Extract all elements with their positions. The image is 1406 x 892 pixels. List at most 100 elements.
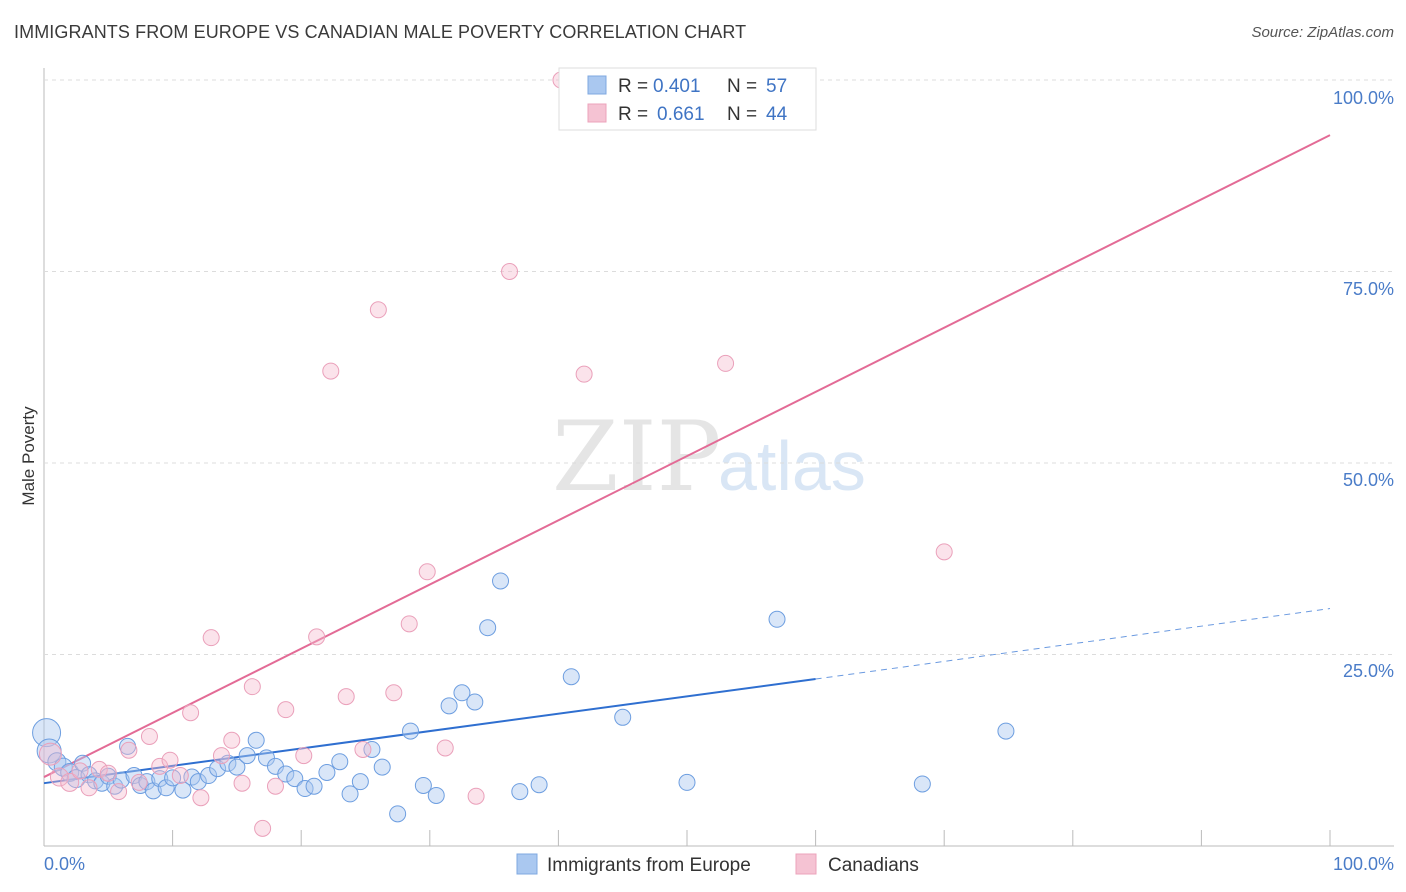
watermark-zip: ZIP [552, 401, 721, 513]
point-europe-54 [614, 708, 632, 726]
point-europe-33 [286, 770, 304, 788]
watermark-atlas: atlas [718, 427, 866, 505]
point-canadians-34 [467, 787, 485, 805]
data-points [32, 71, 1015, 837]
point-canadians-16 [202, 629, 220, 647]
trend-line-europe [43, 678, 816, 785]
point-europe-7 [80, 766, 98, 784]
chart-title: IMMIGRANTS FROM EUROPE VS CANADIAN MALE … [14, 22, 747, 42]
point-canadians-13 [171, 767, 189, 785]
bottom-legend: Immigrants from Europe Canadians [516, 853, 919, 876]
point-europe-21 [174, 781, 192, 799]
legend-n-label-2: N = [727, 104, 757, 125]
point-europe-48 [466, 693, 484, 711]
point-europe-40 [363, 740, 381, 758]
bottom-legend-swatch-blue [516, 853, 538, 875]
legend-r-value-1: 0.401 [653, 76, 701, 97]
legend-r-label-2: R = [618, 104, 648, 125]
point-canadians-18 [223, 731, 241, 749]
point-europe-29 [247, 731, 265, 749]
point-europe-35 [305, 777, 323, 795]
point-europe-41 [373, 758, 391, 776]
point-canadians-14 [182, 704, 200, 722]
legend-n-label-1: N = [727, 76, 757, 97]
point-canadians-33 [436, 739, 454, 757]
point-canadians-30 [385, 684, 403, 702]
point-canadians-6 [99, 764, 117, 782]
point-canadians-17 [212, 747, 230, 765]
point-europe-45 [427, 786, 445, 804]
point-europe-25 [209, 760, 227, 778]
y-tick-label-100: 100.0% [1333, 88, 1394, 108]
point-canadians-2 [60, 772, 80, 792]
x-tick-label-0: 0.0% [44, 854, 85, 874]
point-canadians-9 [130, 773, 148, 791]
point-canadians-4 [80, 779, 98, 797]
source-label: Source: ZipAtlas.com [1251, 24, 1394, 41]
point-canadians-5 [90, 760, 108, 778]
y-tick-label-75: 75.0% [1343, 279, 1394, 299]
point-canadians-31 [400, 615, 418, 633]
point-canadians-19 [233, 774, 251, 792]
point-europe-51 [511, 783, 529, 801]
point-canadians-22 [266, 777, 284, 795]
bottom-legend-label-europe: Immigrants from Europe [547, 855, 751, 876]
point-canadians-26 [322, 362, 340, 380]
legend-n-value-2: 44 [766, 104, 788, 125]
point-europe-37 [331, 753, 349, 771]
point-canadians-23 [277, 701, 295, 719]
point-europe-58 [997, 722, 1015, 740]
point-canadians-28 [354, 740, 372, 758]
point-canadians-3 [71, 762, 89, 780]
point-canadians-24 [295, 747, 313, 765]
point-europe-53 [562, 668, 580, 686]
legend-box: R = 0.401 N = 57 R = 0.661 N = 44 [558, 67, 817, 131]
y-tick-label-50: 50.0% [1343, 470, 1394, 490]
point-europe-56 [768, 610, 786, 628]
point-europe-32 [277, 765, 295, 783]
point-europe-46 [440, 697, 458, 715]
point-europe-52 [530, 776, 548, 794]
point-canadians-11 [151, 757, 169, 775]
y-axis-label: Male Poverty [19, 406, 38, 506]
y-tick-label-25: 25.0% [1343, 661, 1394, 681]
legend-r-label-1: R = [618, 76, 648, 97]
point-europe-55 [678, 773, 696, 791]
trend-line-canadians [43, 134, 1331, 778]
trend-line-europe-extension [815, 608, 1331, 680]
point-europe-44 [414, 776, 432, 794]
point-canadians-20 [243, 678, 261, 696]
legend-swatch-blue [587, 75, 607, 95]
point-canadians-10 [140, 727, 158, 745]
point-canadians-0 [38, 742, 62, 766]
trend-lines [43, 134, 1331, 785]
point-europe-24 [200, 767, 218, 785]
point-europe-28 [238, 747, 256, 765]
legend-swatch-pink [587, 103, 607, 123]
point-europe-39 [351, 773, 369, 791]
point-europe-18 [151, 770, 169, 788]
point-canadians-25 [308, 628, 326, 646]
point-europe-38 [341, 785, 359, 803]
point-canadians-40 [935, 543, 953, 561]
point-canadians-21 [254, 819, 272, 837]
point-canadians-12 [161, 751, 179, 769]
point-canadians-1 [49, 767, 69, 787]
point-europe-43 [402, 722, 420, 740]
legend-r-value-2: 0.661 [657, 104, 705, 125]
point-europe-57 [913, 775, 931, 793]
point-europe-27 [228, 758, 246, 776]
point-europe-9 [93, 774, 111, 792]
point-europe-49 [479, 619, 497, 637]
point-europe-8 [86, 772, 104, 790]
point-canadians-15 [192, 789, 210, 807]
point-europe-19 [157, 779, 175, 797]
point-canadians-27 [337, 688, 355, 706]
point-canadians-38 [717, 354, 735, 372]
x-tick-label-100: 100.0% [1333, 854, 1394, 874]
point-europe-42 [389, 805, 407, 823]
point-canadians-35 [501, 263, 519, 280]
point-canadians-7 [110, 783, 128, 801]
legend-n-value-1: 57 [766, 76, 787, 97]
